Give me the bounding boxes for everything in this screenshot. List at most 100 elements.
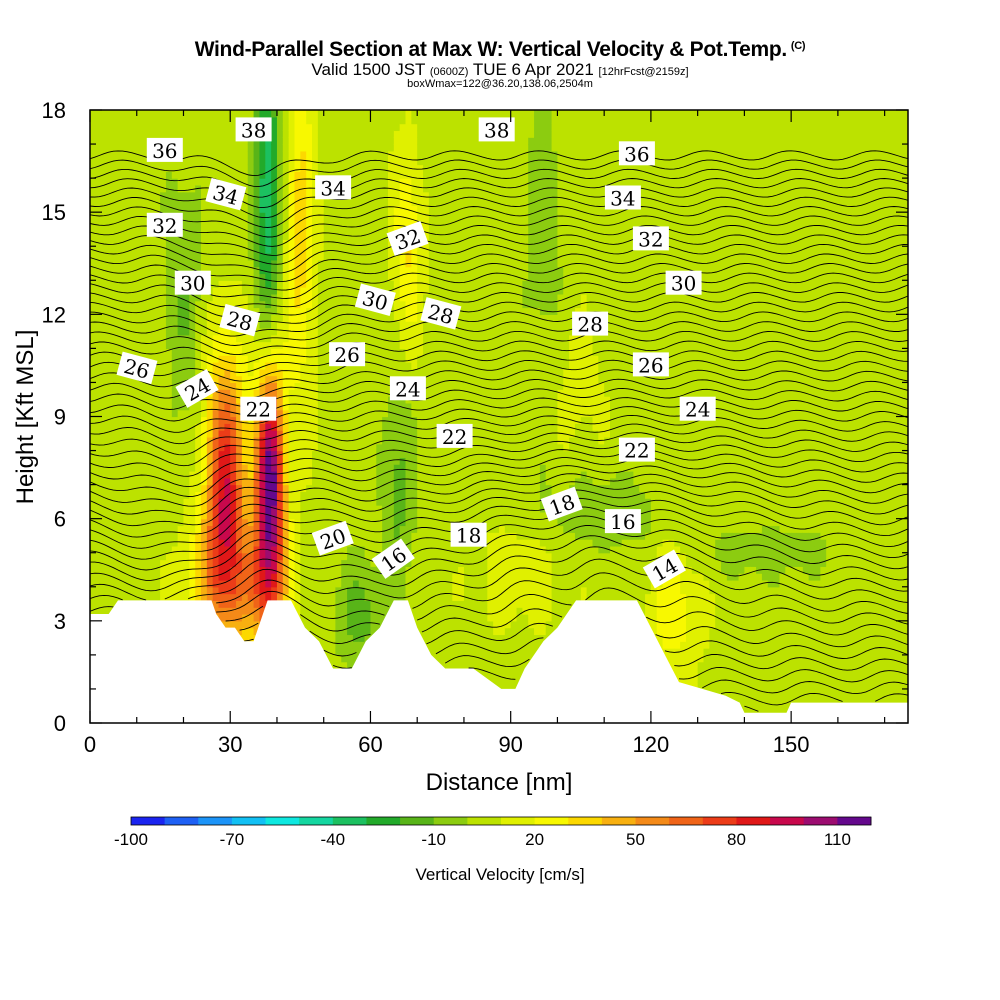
velocity-cell: [113, 280, 120, 288]
velocity-cell: [125, 137, 132, 145]
velocity-cell: [183, 212, 190, 220]
velocity-cell: [306, 218, 313, 227]
velocity-cell: [411, 470, 418, 479]
velocity-cell: [282, 218, 290, 227]
velocity-cell: [160, 566, 167, 574]
velocity-cell: [271, 314, 278, 322]
velocity-cell: [90, 389, 97, 397]
velocity-cell: [341, 409, 348, 418]
velocity-cell: [288, 593, 296, 601]
velocity-cell: [271, 498, 278, 506]
velocity-cell: [282, 566, 290, 574]
velocity-cell: [271, 532, 278, 540]
velocity-cell: [323, 218, 331, 227]
velocity-cell: [364, 457, 372, 465]
velocity-cell: [265, 246, 272, 254]
velocity-cell: [113, 191, 120, 200]
velocity-cell: [142, 157, 150, 166]
velocity-cell: [294, 464, 301, 472]
velocity-cell: [218, 586, 225, 595]
velocity-cell: [271, 477, 278, 486]
velocity-cell: [358, 505, 366, 513]
velocity-cell: [282, 416, 290, 424]
velocity-cell: [282, 327, 290, 336]
velocity-cell: [230, 123, 237, 132]
velocity-cell: [282, 266, 290, 275]
velocity-cell: [352, 409, 360, 418]
velocity-cell: [206, 307, 214, 315]
velocity-cell: [212, 314, 220, 322]
velocity-cell: [358, 184, 366, 193]
velocity-cell: [236, 273, 243, 281]
velocity-cell: [119, 239, 126, 247]
velocity-cell: [90, 505, 97, 513]
velocity-cell: [300, 457, 307, 465]
velocity-cell: [107, 273, 114, 281]
velocity-cell: [259, 150, 266, 159]
velocity-cell: [352, 239, 360, 247]
velocity-cell: [195, 477, 202, 486]
velocity-cell: [230, 600, 237, 608]
velocity-cell: [148, 253, 155, 261]
velocity-cell: [224, 334, 231, 343]
velocity-cell: [276, 539, 284, 547]
velocity-cell: [393, 259, 401, 268]
velocity-cell: [201, 457, 208, 465]
velocity-cell: [329, 232, 336, 241]
velocity-cell: [358, 164, 366, 172]
velocity-cell: [276, 178, 284, 186]
velocity-cell: [317, 259, 325, 268]
velocity-cell: [95, 246, 103, 254]
velocity-cell: [376, 545, 383, 554]
velocity-cell: [165, 545, 173, 554]
velocity-cell: [329, 477, 336, 486]
velocity-cell: [95, 368, 103, 377]
velocity-cell: [177, 559, 185, 567]
velocity-cell: [399, 443, 407, 452]
velocity-cell: [294, 552, 301, 561]
velocity-cell: [195, 327, 202, 336]
velocity-cell: [271, 423, 278, 431]
velocity-cell: [236, 218, 243, 227]
velocity-cell: [177, 532, 185, 540]
velocity-cell: [387, 525, 395, 533]
velocity-cell: [107, 266, 114, 275]
velocity-cell: [212, 123, 220, 132]
velocity-cell: [236, 477, 243, 486]
velocity-cell: [136, 137, 144, 145]
velocity-cell: [271, 375, 278, 384]
velocity-cell: [107, 212, 114, 220]
velocity-cell: [241, 532, 249, 540]
velocity-cell: [90, 327, 97, 336]
velocity-cell: [306, 573, 313, 581]
velocity-cell: [288, 110, 296, 118]
velocity-cell: [241, 362, 249, 370]
velocity-cell: [218, 539, 225, 547]
velocity-cell: [393, 573, 401, 581]
velocity-cell: [312, 348, 319, 356]
velocity-cell: [329, 586, 336, 595]
velocity-cell: [177, 552, 185, 561]
velocity-cell: [165, 348, 173, 356]
velocity-cell: [282, 409, 290, 418]
velocity-cell: [206, 498, 214, 506]
velocity-cell: [253, 334, 261, 343]
velocity-cell: [323, 566, 331, 574]
velocity-cell: [212, 457, 220, 465]
velocity-cell: [177, 586, 185, 595]
velocity-cell: [241, 178, 249, 186]
velocity-cell: [323, 430, 331, 438]
velocity-cell: [276, 545, 284, 554]
velocity-cell: [160, 334, 167, 343]
velocity-cell: [370, 266, 377, 275]
velocity-cell: [113, 232, 120, 241]
velocity-cell: [107, 586, 114, 595]
velocity-cell: [218, 416, 225, 424]
velocity-cell: [189, 559, 196, 567]
velocity-cell: [183, 300, 190, 309]
velocity-cell: [90, 368, 97, 377]
velocity-cell: [312, 123, 319, 132]
velocity-cell: [312, 327, 319, 336]
velocity-cell: [276, 164, 284, 172]
velocity-cell: [201, 232, 208, 241]
